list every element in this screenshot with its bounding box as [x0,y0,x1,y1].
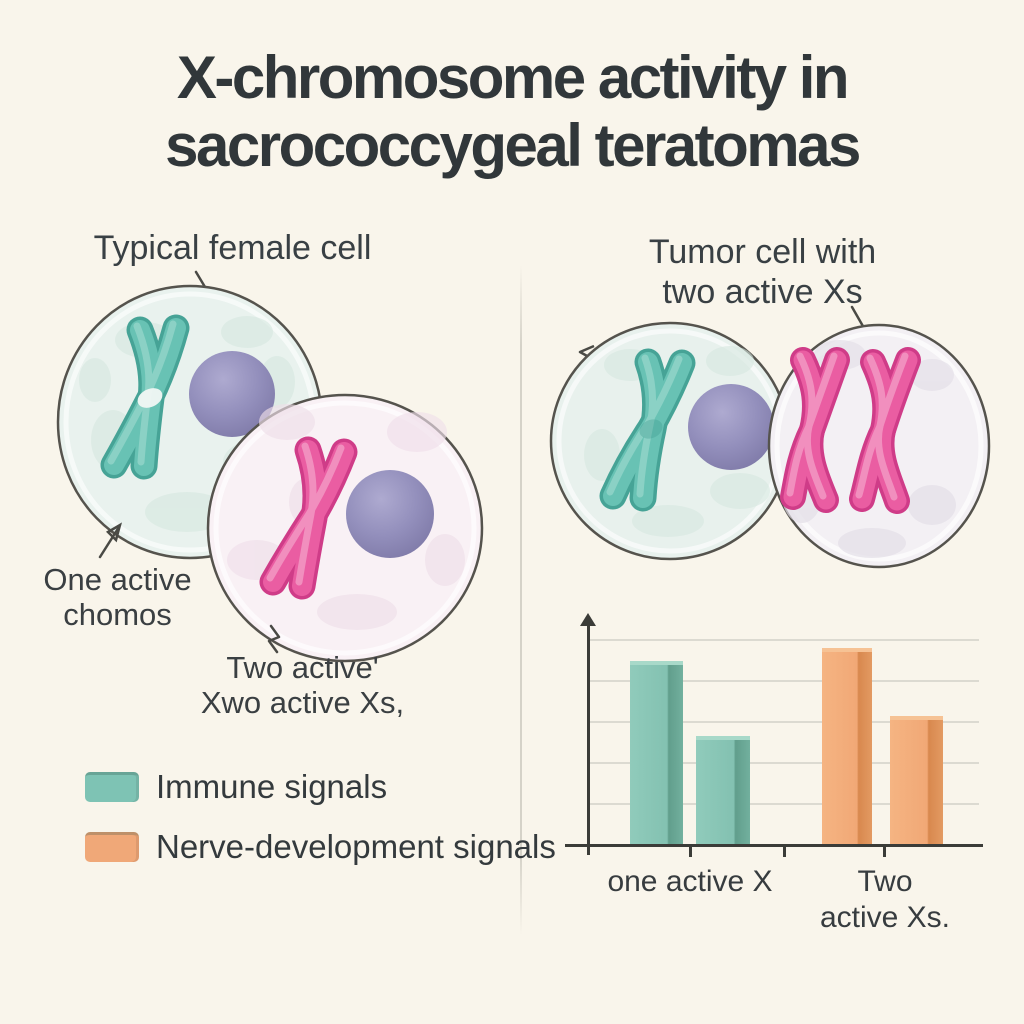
nerve-label: Nerve-development signals [156,828,556,865]
nucleus [189,351,275,437]
bar-nerve-one-active [822,648,872,844]
one-active-label: One active chomos [20,562,215,633]
gridline [589,680,979,682]
cell-two-active-x [206,393,484,663]
one-active-label-line2: chomos [63,597,172,633]
x-label-one-active: one active X [607,865,773,898]
two-active-label-line2: Xwo active Xs, [200,685,405,721]
one-active-label-line1: One active [43,562,192,597]
gridline [589,639,979,641]
centromere [137,388,163,408]
tumor-cell-illustration [549,305,991,569]
immune-swatch [85,772,139,802]
tumor-cell-two-pink [767,323,991,569]
y-axis-arrow [580,613,596,626]
section-divider [520,265,522,935]
legend: Immune signals Nerve-development signals [85,768,556,888]
x-label-two-line2: active Xs. [819,901,951,934]
gridline [589,762,979,764]
two-active-label: Two active' Xwo active Xs, [180,650,425,721]
two-active-arrow [267,624,281,654]
teal-x-chromosome [100,314,190,480]
nerve-swatch [85,832,139,862]
teal-x-chromosome [599,348,696,512]
bar-nerve-two-active [890,716,943,844]
x-tick [883,846,886,857]
legend-item-nerve: Nerve-development signals [85,828,556,866]
nucleus [346,470,434,558]
legend-item-immune: Immune signals [85,768,556,806]
pink-x-chromosome [259,436,358,600]
tumor-cell-teal [549,321,791,561]
x-tick [689,846,692,857]
cytoplasm-texture [584,346,770,537]
two-active-label-line1: Two active' [226,650,379,685]
pink-x-chromosome-1 [780,347,850,513]
typical-female-cell-illustration [56,270,484,663]
x-label-two-active: Two active Xs. [775,864,995,936]
header-pointer-line [850,305,866,330]
immune-label: Immune signals [156,768,388,805]
title-line-2: sacrococcygeal teratomas [165,111,861,179]
x-label-two-line1: Two [857,865,913,898]
bar-immune-two-active [696,736,750,844]
one-active-arrow [98,522,122,559]
pink-x-chromosome-2 [849,347,921,514]
nucleus [688,384,774,470]
page-title: X-chromosome activity in sacrococcygeal … [0,44,1024,180]
right-header-line-2: two active Xs [662,273,863,312]
title-line-1: X-chromosome activity in [176,44,850,111]
right-header-line-1: Tumor cell with [648,233,877,271]
bar-immune-one-active [630,661,683,844]
bar-chart [565,613,985,865]
gridline [589,721,979,723]
right-section-header: Tumor cell with two active Xs [555,232,970,312]
left-section-header: Typical female cell [93,229,372,267]
y-axis [587,623,590,855]
gridline [589,803,979,805]
x-tick [783,846,786,857]
x-axis [565,844,983,847]
